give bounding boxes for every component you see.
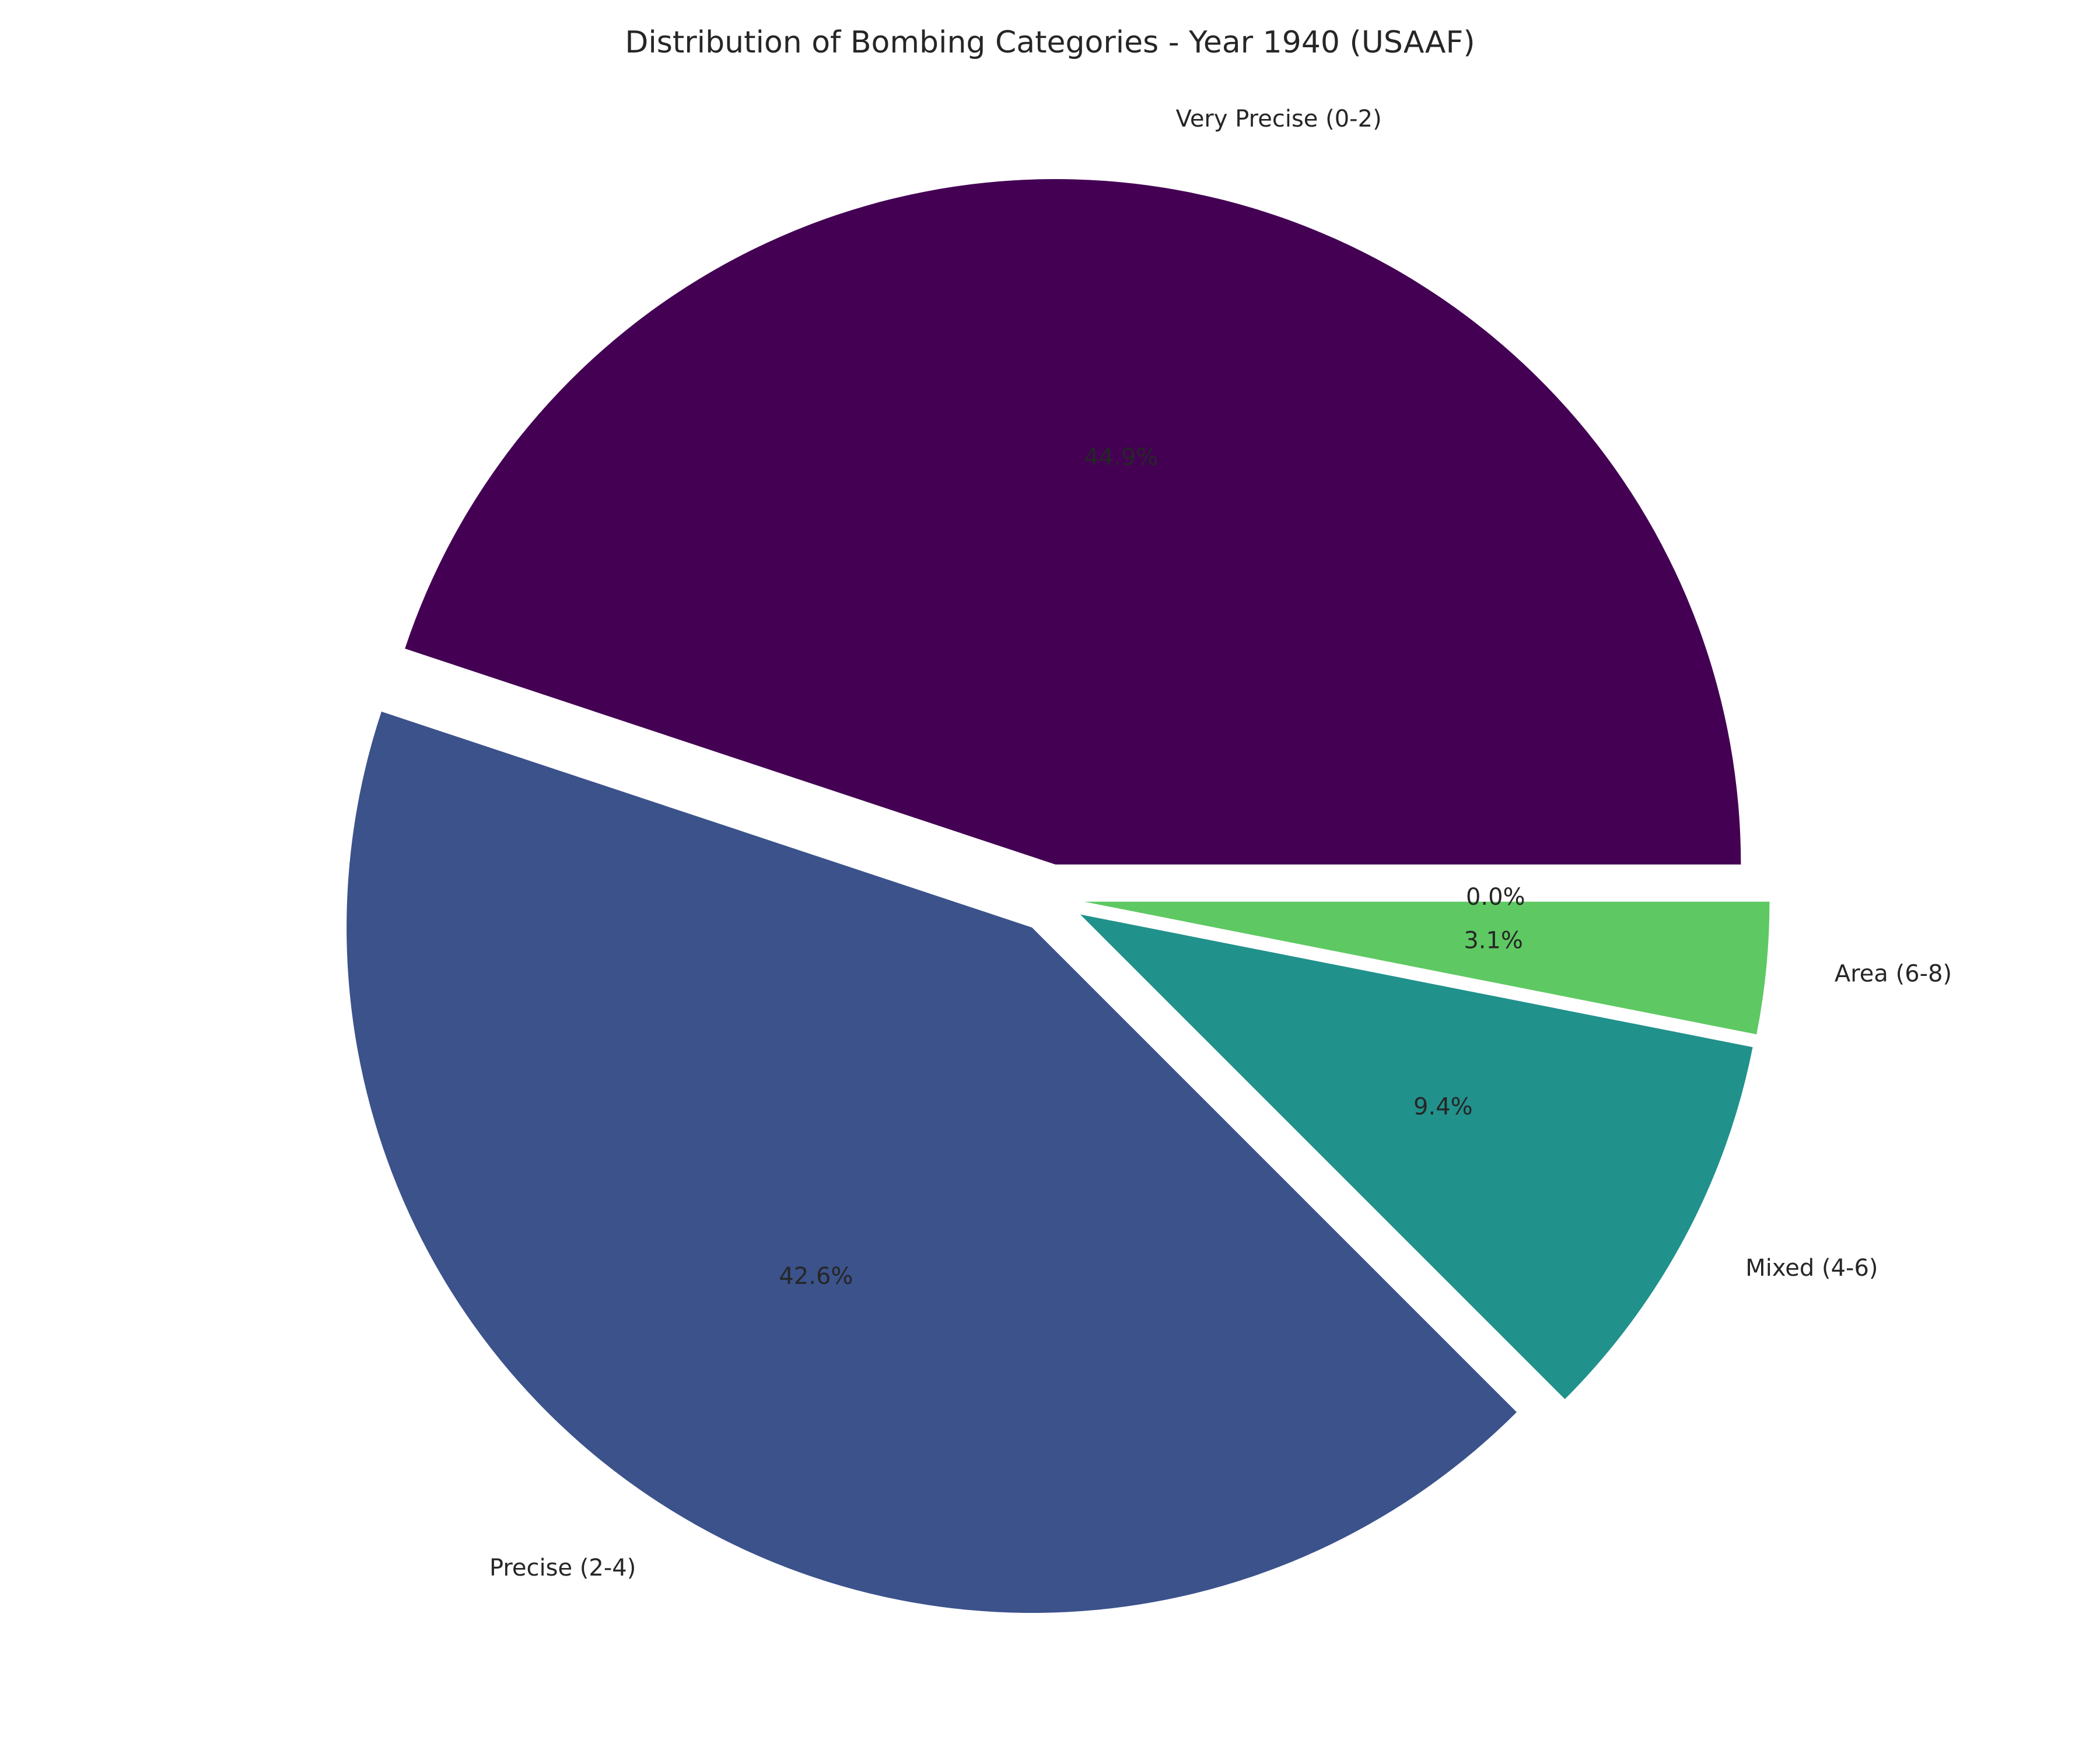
pie-percent-label-2: 42.6% xyxy=(779,1263,853,1290)
pie-percent-label-3: 9.4% xyxy=(1413,1094,1473,1121)
chart-title: Distribution of Bombing Categories - Yea… xyxy=(625,25,1475,60)
pie-category-label-4: Area (6-8) xyxy=(1835,960,1952,987)
pie-category-label-3: Mixed (4-6) xyxy=(1745,1255,1878,1282)
pie-percent-label-1: 44.9% xyxy=(1084,444,1158,471)
pie-slice-4 xyxy=(1084,901,1770,1035)
pie-percent-label-4: 3.1% xyxy=(1464,927,1523,954)
pie-slice-3 xyxy=(1080,914,1753,1399)
pie-slice-2 xyxy=(346,711,1517,1613)
pie-slice-1 xyxy=(405,179,1741,865)
pie-category-label-2: Precise (2-4) xyxy=(489,1555,636,1581)
pie-slices xyxy=(346,179,1770,1613)
pie-labels: 44.9% Very Precise (0-2) 42.6% Precise (2-4… xyxy=(489,106,1952,1581)
pie-percent-label-5: 0.0% xyxy=(1466,884,1525,911)
pie-category-label-1: Very Precise (0-2) xyxy=(1176,106,1382,132)
